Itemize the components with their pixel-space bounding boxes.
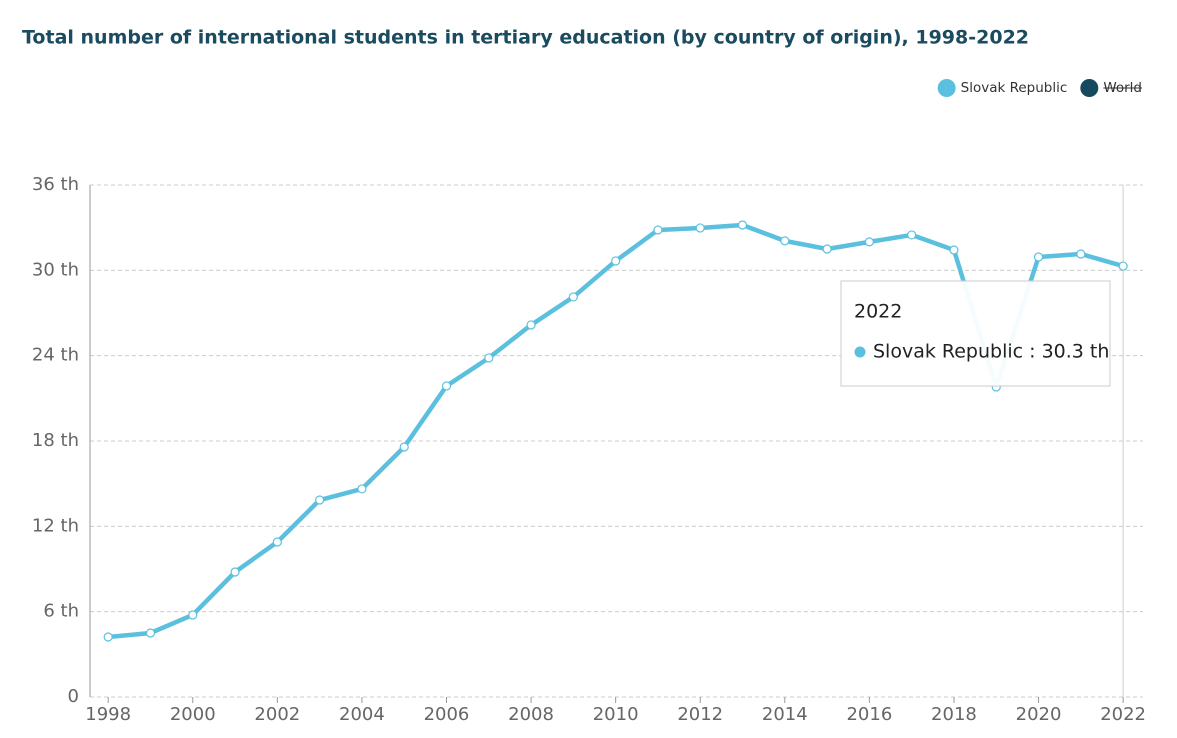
data-point (484, 353, 494, 363)
x-tick-label: 2000 (170, 704, 216, 725)
tooltip-title: 2022 (854, 301, 902, 323)
data-point (737, 220, 748, 230)
x-tick-label: 2018 (931, 704, 977, 725)
data-point (822, 244, 832, 254)
legend-swatch (937, 79, 956, 97)
x-tick-label: 2020 (1016, 704, 1062, 725)
x-tick-label: 2012 (677, 704, 723, 725)
tooltip-label: Slovak Republic : 30.3 th (873, 341, 1109, 363)
data-point (611, 256, 621, 266)
x-tick-label: 2004 (339, 704, 385, 725)
data-point (357, 484, 367, 494)
x-tick-label: 2008 (508, 704, 554, 725)
y-tick-label: 36 th (32, 174, 79, 195)
y-tick-label: 24 th (32, 345, 79, 366)
x-tick-label: 2016 (846, 704, 892, 725)
data-point (399, 442, 409, 452)
data-point (230, 567, 240, 577)
data-point (103, 632, 113, 642)
data-point (907, 230, 917, 240)
x-tick-label: 1998 (85, 704, 131, 725)
data-point (695, 223, 705, 233)
data-point (145, 628, 156, 638)
data-point (272, 537, 282, 547)
x-tick-label: 2002 (254, 704, 300, 725)
data-point (1118, 261, 1128, 271)
tooltip-box (840, 280, 1111, 387)
legend-label: Slovak Republic (961, 80, 1068, 96)
data-point (949, 245, 959, 255)
plot: 0 6 th 12 th 18 th 24 th 30 th 36 th 1998 2000 20… (32, 174, 1146, 725)
y-tick-label: 18 th (32, 430, 79, 451)
data-point (188, 610, 198, 620)
data-point (1033, 252, 1044, 262)
data-point (568, 292, 578, 302)
x-tick-label: 2014 (762, 704, 808, 725)
data-point (653, 225, 663, 235)
tooltip-dot (854, 346, 866, 358)
y-tick-label: 0 (68, 686, 79, 707)
x-tick-label: 2006 (424, 704, 470, 725)
data-point (780, 236, 790, 246)
data-point (526, 320, 536, 330)
data-point (864, 237, 874, 247)
data-point (315, 495, 325, 505)
tooltip: 2022 Slovak Republic : 30.3 th (840, 280, 1111, 387)
data-point (441, 381, 452, 391)
data-point (1076, 249, 1086, 259)
chart-title: Total number of international students i… (22, 27, 1029, 49)
y-tick-label: 12 th (32, 515, 79, 536)
legend-swatch (1080, 79, 1099, 97)
y-tick-label: 6 th (43, 601, 79, 622)
x-tick-label: 2010 (593, 704, 639, 725)
x-tick-label: 2022 (1100, 704, 1146, 725)
y-tick-label: 30 th (32, 259, 79, 280)
